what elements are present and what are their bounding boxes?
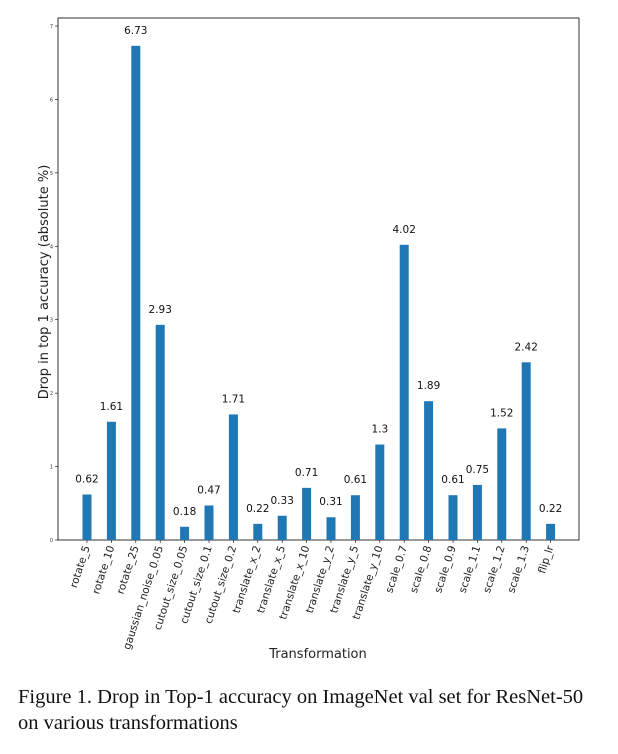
x-tick-label: scale_0.8 <box>408 544 435 594</box>
x-axis-label: Transformation <box>268 647 367 662</box>
x-tick-label: scale_1.2 <box>481 544 508 594</box>
bar-value-label: 1.61 <box>100 401 123 413</box>
bar <box>82 494 92 540</box>
bar <box>497 428 507 540</box>
x-tick-label: rotate_25 <box>115 544 142 595</box>
bar <box>204 505 214 540</box>
bar <box>155 324 165 540</box>
bar <box>521 362 531 540</box>
x-tick-label: rotate_10 <box>90 544 117 595</box>
bar <box>375 444 385 540</box>
bar <box>228 414 238 540</box>
plot-area-frame <box>57 17 580 541</box>
bar <box>448 495 458 540</box>
y-axis-label: Drop in top 1 accuracy (absolute %) <box>37 165 52 400</box>
bar-value-label: 0.71 <box>295 467 318 479</box>
bars <box>82 45 556 540</box>
bar-value-label: 0.47 <box>197 484 220 496</box>
x-tick-label: rotate_5 <box>68 544 93 589</box>
y-tick-label: 3 <box>50 318 53 324</box>
value-labels: 0.621.616.732.930.180.471.710.220.330.71… <box>75 25 562 518</box>
y-tick-label: 1 <box>50 465 53 471</box>
bar-value-label: 0.31 <box>319 496 342 508</box>
bar-value-label: 0.62 <box>75 473 98 485</box>
bar-chart: 0 1 2 3 4 5 6 7 0.62 1.61 6.73 2.93 0.180.47 1.71 0.2… <box>37 17 580 662</box>
bar-value-label: 0.33 <box>271 495 294 507</box>
bar-value-label: 2.42 <box>515 341 538 353</box>
figure-caption: Figure 1. Drop in Top-1 accuracy on Imag… <box>18 686 584 734</box>
bar <box>546 523 556 540</box>
bar <box>399 244 409 540</box>
y-tick-label: 0 <box>50 538 53 544</box>
bar-value-label: 1.89 <box>417 380 440 392</box>
bar <box>472 484 482 540</box>
bar <box>180 526 190 540</box>
bar-value-label: 4.02 <box>393 224 416 236</box>
bar-value-label: 2.93 <box>149 304 172 316</box>
bar-value-label: 1.3 <box>371 424 388 436</box>
bar <box>424 401 434 540</box>
y-tick-label: 6 <box>50 97 53 103</box>
y-axis-ticks: 0 1 2 3 4 5 6 7 <box>50 24 58 544</box>
bar <box>326 517 336 540</box>
bar-value-label: 1.52 <box>490 407 513 419</box>
bar <box>253 523 263 540</box>
bar <box>131 45 141 540</box>
bar <box>277 515 287 540</box>
x-tick-label: flip_lr <box>536 544 556 576</box>
x-axis-ticks: rotate_5rotate_10rotate_25gaussian_noise… <box>68 540 557 651</box>
x-tick-label: scale_1.3 <box>505 544 532 594</box>
bar-value-label: 0.18 <box>173 506 196 518</box>
bar <box>106 421 116 540</box>
y-tick-label: 2 <box>50 391 53 397</box>
x-tick-label: scale_0.9 <box>432 544 459 594</box>
bar-value-label: 0.75 <box>466 464 489 476</box>
bar <box>350 495 360 540</box>
bar-value-label: 0.61 <box>344 474 367 486</box>
bar <box>302 487 312 540</box>
x-tick-label: scale_0.7 <box>383 544 410 594</box>
bar-value-label: 0.61 <box>441 474 464 486</box>
y-tick-label: 5 <box>50 171 53 177</box>
y-tick-label: 7 <box>50 24 53 30</box>
bar-value-label: 6.73 <box>124 25 147 37</box>
y-tick-label: 4 <box>50 244 53 250</box>
bar-value-label: 0.22 <box>246 503 269 515</box>
bar-value-label: 1.71 <box>222 393 245 405</box>
x-tick-label: scale_1.1 <box>457 544 484 594</box>
bar-value-label: 0.22 <box>539 503 562 515</box>
